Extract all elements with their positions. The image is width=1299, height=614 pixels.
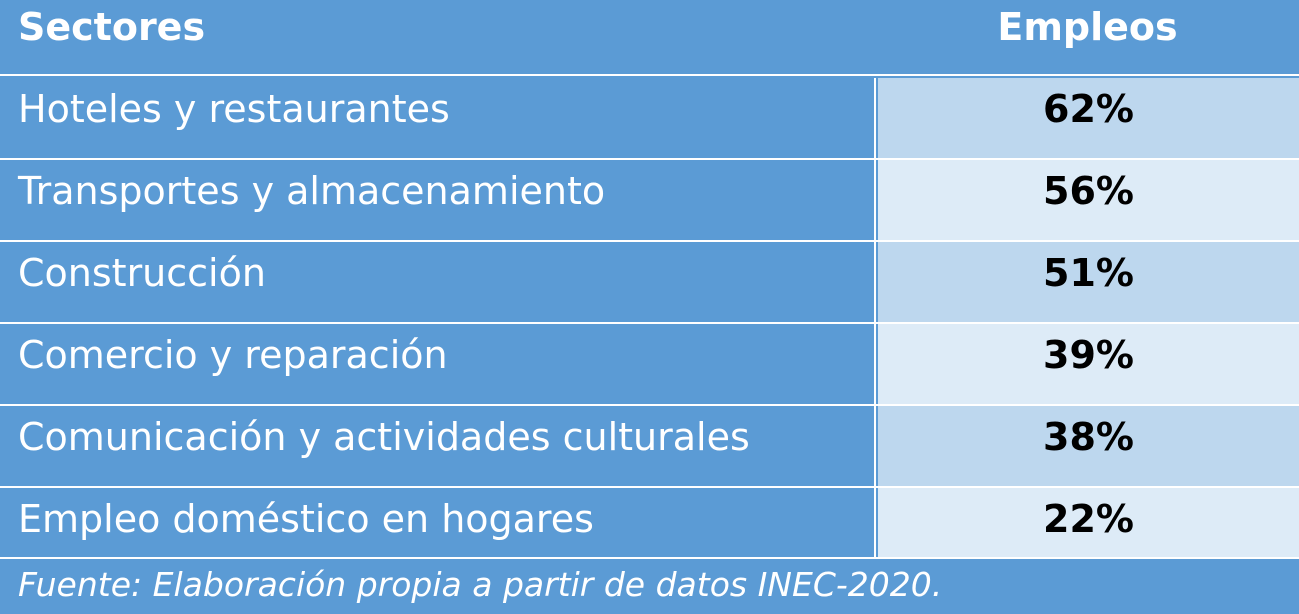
table-row: Empleo doméstico en hogares 22% [0,486,1299,568]
sector-cell: Construcción [0,242,876,322]
header-empleos: Empleos [997,5,1178,49]
value-cell: 22% [878,488,1299,568]
sector-cell: Hoteles y restaurantes [0,78,876,158]
sector-label: Construcción [18,251,266,295]
table-header: Sectores Empleos [0,0,1299,76]
source-note: Fuente: Elaboración propia a partir de d… [0,557,1299,614]
value-cell: 39% [878,324,1299,404]
table-body: Hoteles y restaurantes 62% Transportes y… [0,78,1299,568]
table-row: Construcción 51% [0,240,1299,322]
value-cell: 38% [878,406,1299,486]
value-label: 62% [1043,87,1134,131]
value-label: 38% [1043,415,1134,459]
sector-cell: Empleo doméstico en hogares [0,488,876,568]
value-label: 39% [1043,333,1134,377]
value-cell: 51% [878,242,1299,322]
source-text: Fuente: Elaboración propia a partir de d… [18,565,943,604]
sector-label: Empleo doméstico en hogares [18,497,594,541]
sector-cell: Comercio y reparación [0,324,876,404]
table-row: Hoteles y restaurantes 62% [0,78,1299,158]
value-label: 22% [1043,497,1134,541]
sector-label: Hoteles y restaurantes [18,87,450,131]
sector-label: Comercio y reparación [18,333,448,377]
sector-cell: Comunicación y actividades culturales [0,406,876,486]
sector-label: Comunicación y actividades culturales [18,415,750,459]
value-label: 51% [1043,251,1134,295]
sector-cell: Transportes y almacenamiento [0,160,876,240]
sector-label: Transportes y almacenamiento [18,169,606,213]
table-row: Comunicación y actividades culturales 38… [0,404,1299,486]
value-cell: 62% [878,78,1299,158]
header-sectores: Sectores [18,5,206,49]
value-label: 56% [1043,169,1134,213]
table-row: Transportes y almacenamiento 56% [0,158,1299,240]
table-row: Comercio y reparación 39% [0,322,1299,404]
value-cell: 56% [878,160,1299,240]
